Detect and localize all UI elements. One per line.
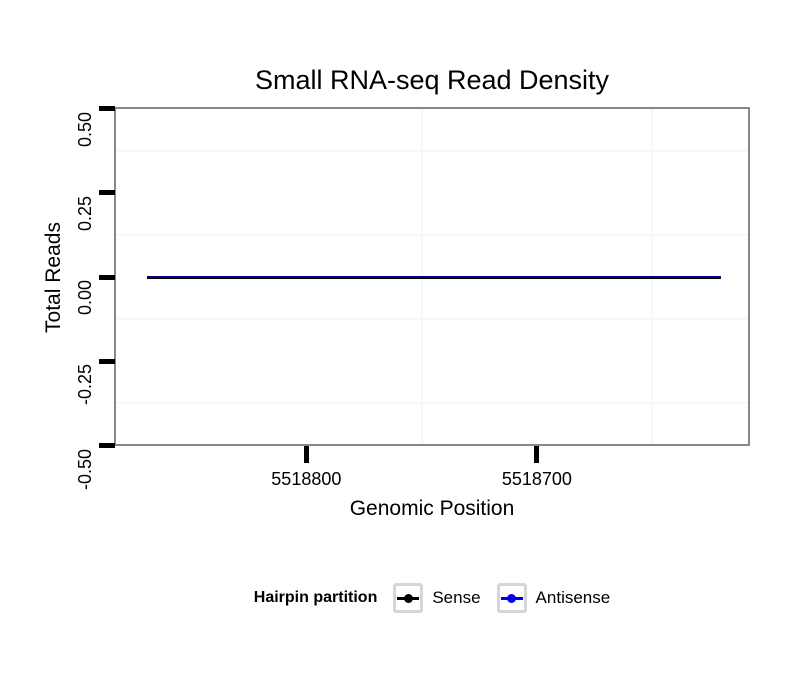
legend: Hairpin partition Sense Antisense	[115, 582, 749, 614]
y-minor-gridline	[116, 318, 748, 321]
y-minor-gridline	[116, 233, 748, 236]
legend-title: Hairpin partition	[253, 589, 378, 606]
y-axis-title: Total Reads	[42, 222, 65, 333]
y-tick-label: -0.50	[75, 448, 95, 490]
y-minor-gridline	[116, 402, 748, 405]
legend-label-antisense: Antisense	[535, 588, 611, 607]
y-axis-tick	[99, 274, 115, 280]
x-tick-label: 5518800	[271, 469, 342, 489]
legend-key-antisense	[496, 583, 527, 613]
y-axis-tick	[99, 358, 115, 364]
sense-point-glyph-icon	[403, 593, 413, 603]
y-minor-gridline	[116, 149, 748, 152]
y-axis-tick	[99, 190, 115, 196]
chart-title: Small RNA-seq Read Density	[254, 65, 610, 95]
x-tick-label: 5518700	[501, 469, 572, 489]
x-axis-tick	[303, 446, 309, 463]
legend-label-sense: Sense	[432, 588, 481, 607]
legend-item-antisense: Antisense	[496, 583, 611, 613]
y-tick-label: 0.50	[75, 111, 95, 147]
plot-panel	[114, 107, 750, 446]
x-axis-tick	[534, 446, 540, 463]
x-axis-title: Genomic Position	[349, 497, 515, 520]
y-tick-label: -0.25	[75, 364, 95, 406]
y-axis-tick	[99, 443, 115, 448]
antisense-point-glyph-icon	[507, 593, 517, 603]
legend-item-sense: Sense	[393, 583, 481, 613]
y-axis-tick	[99, 106, 115, 111]
y-tick-label: 0.00	[75, 280, 95, 316]
series-line-antisense	[147, 276, 722, 278]
legend-key-sense	[393, 583, 424, 613]
y-tick-label: 0.25	[75, 195, 95, 231]
